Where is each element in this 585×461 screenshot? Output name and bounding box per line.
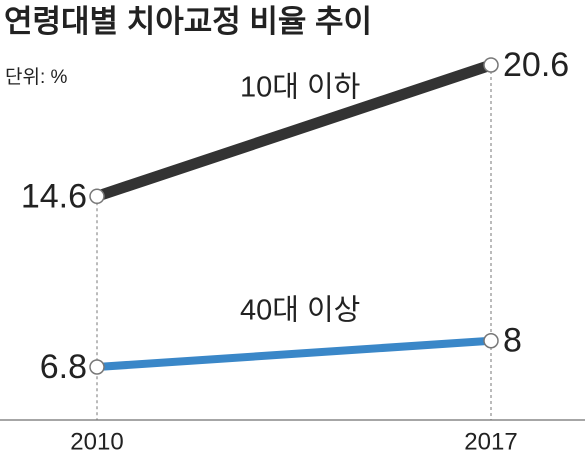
x-tick-label: 2010 bbox=[70, 428, 123, 455]
series-line bbox=[95, 59, 493, 202]
point bbox=[483, 57, 499, 73]
x-tick-label: 2017 bbox=[464, 428, 517, 455]
chart-subtitle: 단위: % bbox=[5, 66, 68, 88]
point bbox=[483, 332, 499, 349]
chart-title: 연령대별 치아교정 비율 추이 bbox=[4, 4, 372, 39]
value-label: 8 bbox=[503, 322, 522, 360]
value-label: 6.8 bbox=[40, 348, 87, 386]
series-line bbox=[96, 336, 492, 371]
value-label: 20.6 bbox=[503, 46, 569, 84]
point bbox=[89, 359, 105, 375]
point bbox=[89, 188, 105, 205]
value-label: 14.6 bbox=[21, 177, 87, 215]
series-label: 40대 이상 bbox=[240, 294, 360, 327]
series-label: 10대 이하 bbox=[240, 70, 360, 103]
